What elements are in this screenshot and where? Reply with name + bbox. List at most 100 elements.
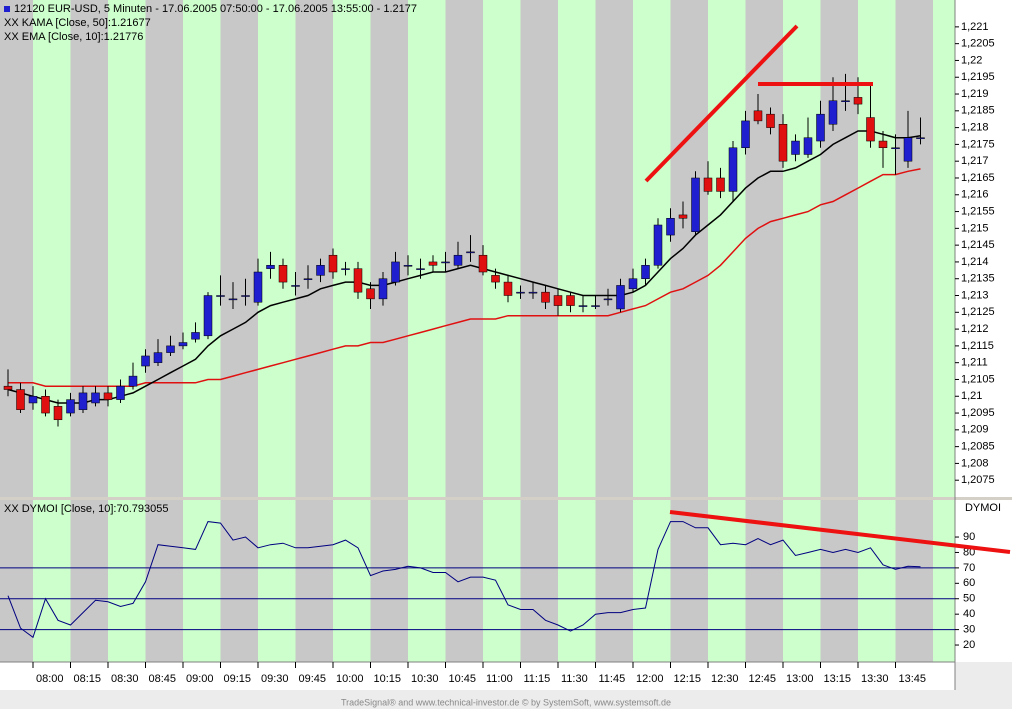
y-tick-label: 1,2175 <box>961 138 995 150</box>
candle-body <box>378 278 388 300</box>
y-tick-label: 1,216 <box>961 189 989 201</box>
stripe <box>33 500 71 662</box>
stripe <box>183 500 221 662</box>
candle-body <box>641 265 650 279</box>
x-tick-label: 13:15 <box>824 673 852 685</box>
candle-body <box>891 147 900 150</box>
y-tick-label: 1,221 <box>961 21 989 33</box>
plot: 1,221 1,2205 1,22 1,2195 1,219 1,2185 1,218 1,2… <box>0 21 995 685</box>
stripe <box>520 0 558 497</box>
candle-body <box>391 261 400 283</box>
stripe <box>295 500 333 662</box>
x-tick-label: 08:45 <box>149 673 177 685</box>
stripe <box>895 500 933 662</box>
candle-body <box>341 268 350 270</box>
candle-body <box>553 295 563 306</box>
x-tick-label: 09:30 <box>261 673 289 685</box>
stripe <box>670 500 708 662</box>
x-tick-label: 08:15 <box>74 673 102 685</box>
stripe <box>933 0 955 497</box>
y-tick-label: 1,209 <box>961 424 989 436</box>
indicator-axis-label: DYMOI <box>965 502 1001 514</box>
candle-body <box>216 295 225 297</box>
stripe <box>183 0 221 497</box>
x-tick-label: 09:15 <box>224 673 252 685</box>
candle-body <box>291 285 300 287</box>
y-tick-label: 1,2135 <box>961 273 995 285</box>
y-tick-label: 1,208 <box>961 457 989 469</box>
stripe <box>370 0 408 497</box>
stripe <box>333 500 371 662</box>
candle-body <box>853 97 863 105</box>
stripe <box>408 500 446 662</box>
candle-body <box>778 124 788 162</box>
y-tick-label: 1,215 <box>961 222 989 234</box>
x-tick-label: 08:30 <box>111 673 139 685</box>
stripe <box>33 0 71 497</box>
stripe <box>108 500 146 662</box>
candle-body <box>791 140 800 155</box>
y-tick-label: 20 <box>963 639 975 651</box>
stripe <box>745 500 783 662</box>
stripe <box>783 0 821 497</box>
x-tick-label: 12:45 <box>749 673 777 685</box>
stripe <box>670 0 708 497</box>
y-tick-label: 1,2165 <box>961 172 995 184</box>
candle-body <box>41 396 50 414</box>
y-tick-label: 30 <box>963 624 975 636</box>
y-tick-label: 1,219 <box>961 88 989 100</box>
stripe <box>595 0 633 497</box>
x-tick-label: 10:00 <box>336 673 364 685</box>
candle-body <box>766 113 775 128</box>
divergence-line <box>669 510 1011 554</box>
y-tick-label: 1,211 <box>961 357 988 369</box>
stripe <box>70 500 108 662</box>
legend-entry: XX KAMA [Close, 50]:1.21677 <box>4 17 151 29</box>
x-tick-label: 10:30 <box>411 673 439 685</box>
y-tick-label: 1,217 <box>961 155 989 167</box>
stripe <box>108 0 146 497</box>
stripe <box>633 0 671 497</box>
candle-body <box>491 275 500 283</box>
stripe <box>820 0 858 497</box>
x-tick-label: 11:30 <box>561 673 588 685</box>
stripe <box>483 500 521 662</box>
y-tick-label: 1,2095 <box>961 407 995 419</box>
stripe <box>258 500 296 662</box>
y-tick-label: 1,2155 <box>961 205 995 217</box>
y-tick-label: 1,2085 <box>961 441 995 453</box>
x-tick-label: 12:00 <box>636 673 664 685</box>
x-tick-label: 13:45 <box>899 673 927 685</box>
x-tick-label: 12:15 <box>674 673 702 685</box>
x-tick-label: 10:45 <box>449 673 477 685</box>
candle-body <box>503 281 513 296</box>
dymoi-axis-bg <box>955 500 1012 662</box>
y-tick-label: 1,213 <box>961 289 989 301</box>
candle-body <box>253 271 263 303</box>
legend-marker <box>4 6 10 12</box>
y-tick-label: 1,2185 <box>961 105 995 117</box>
y-tick-label: 1,2105 <box>961 373 995 385</box>
stripe <box>820 500 858 662</box>
candle-body <box>628 278 638 290</box>
y-tick-label: 1,21 <box>961 390 982 402</box>
candle-body <box>116 385 125 400</box>
panel-divider <box>0 497 1012 500</box>
candle-body <box>3 385 13 390</box>
candle-body <box>816 113 825 142</box>
candle-body <box>366 288 375 300</box>
stripe <box>595 500 633 662</box>
x-tick-label: 11:00 <box>486 673 513 685</box>
stripe <box>558 500 596 662</box>
stripe <box>145 0 183 497</box>
time-axis-bg <box>0 662 955 690</box>
candle-body <box>416 268 425 270</box>
candle-body <box>178 342 188 347</box>
indicator-title: XX DYMOI [Close, 10]:70.793055 <box>4 503 168 515</box>
x-tick-label: 12:30 <box>711 673 739 685</box>
stripe <box>445 0 483 497</box>
candle-body <box>241 295 250 297</box>
stripe <box>895 0 933 497</box>
x-tick-label: 13:30 <box>861 673 889 685</box>
stripe <box>0 0 33 497</box>
